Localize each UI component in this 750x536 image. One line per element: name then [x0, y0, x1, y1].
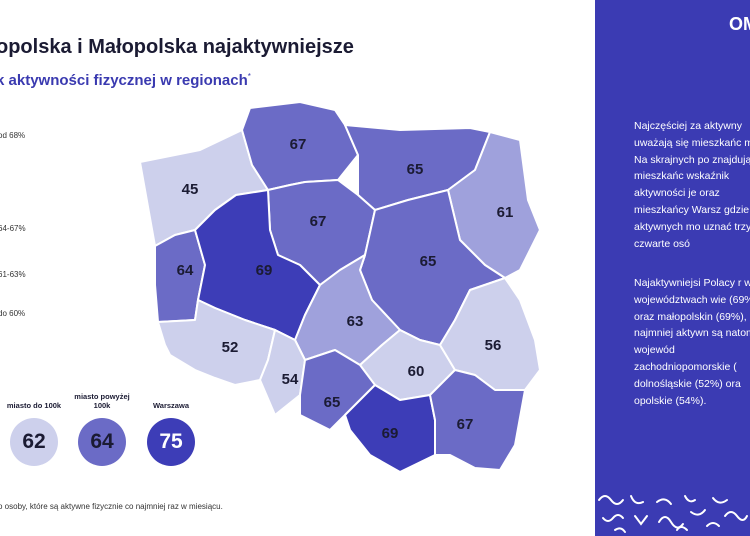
- region-value-label: 69: [256, 262, 273, 279]
- region-value-label: 65: [420, 253, 437, 270]
- legend-item-64-67: 64-67%: [0, 224, 26, 233]
- region-value-label: 67: [290, 136, 307, 153]
- region-pomorskie: [241, 101, 359, 191]
- region-value-label: 63: [347, 313, 364, 330]
- region-value-label: 67: [457, 416, 474, 433]
- region-value-label: 67: [310, 213, 327, 230]
- city-size-small: miasto do 100k 62: [4, 388, 64, 466]
- region-malopolskie: [344, 384, 436, 473]
- city-size-warszawa-value: 75: [159, 430, 183, 453]
- region-value-label: 54: [282, 371, 299, 388]
- poland-voivodeship-map: 45 67 65 61 67 64 69 65 63 52 54 60 56 65 69 67: [139, 101, 541, 473]
- side-paragraph-2: Najaktywniejsi Polacy r w województwach …: [634, 277, 750, 407]
- legend-item-61-63: 61-63%: [0, 270, 26, 279]
- page-title: opolska i Małopolska najaktywniejsze: [0, 36, 354, 58]
- city-size-small-value: 62: [22, 430, 46, 453]
- footnote: o osoby, które są aktywne fizycznie co n…: [0, 502, 223, 511]
- subtitle-text: k aktywności fizycznej w regionach: [0, 72, 248, 89]
- region-value-label: 69: [382, 425, 399, 442]
- side-panel: OM Najczęściej za aktywny uważają się mi…: [595, 0, 750, 536]
- side-paragraph-1: Najczęściej za aktywny uważają się miesz…: [634, 120, 750, 250]
- region-value-label: 65: [324, 394, 341, 411]
- legend-item-od-68: od 68%: [0, 131, 26, 140]
- region-value-label: 45: [182, 181, 199, 198]
- region-value-label: 64: [177, 262, 194, 279]
- region-podkarpackie: [429, 369, 526, 471]
- subtitle-footnote-mark: *: [247, 72, 251, 81]
- city-size-warszawa: Warszawa 75: [141, 388, 201, 466]
- city-size-large-label: miasto powyżej 100k: [74, 392, 130, 410]
- decorative-squiggle-pattern: [598, 495, 748, 533]
- page-subtitle: k aktywności fizycznej w regionach*: [0, 72, 251, 89]
- region-value-label: 56: [485, 337, 502, 354]
- region-value-label: 65: [407, 161, 424, 178]
- city-size-large-circle: 64: [78, 418, 126, 466]
- region-value-label: 61: [497, 204, 514, 221]
- region-value-label: 52: [222, 339, 239, 356]
- city-size-warszawa-label: Warszawa: [153, 401, 189, 410]
- city-size-small-label: miasto do 100k: [6, 401, 62, 410]
- city-size-large: miasto powyżej 100k 64: [72, 388, 132, 466]
- city-size-warszawa-circle: 75: [147, 418, 195, 466]
- legend-item-do-60: do 60%: [0, 309, 26, 318]
- brand-logo: OM: [729, 14, 750, 34]
- region-opolskie: [259, 329, 306, 416]
- city-size-large-value: 64: [90, 430, 114, 453]
- city-size-small-circle: 62: [10, 418, 58, 466]
- region-lubelskie: [439, 277, 541, 391]
- region-value-label: 60: [408, 363, 425, 380]
